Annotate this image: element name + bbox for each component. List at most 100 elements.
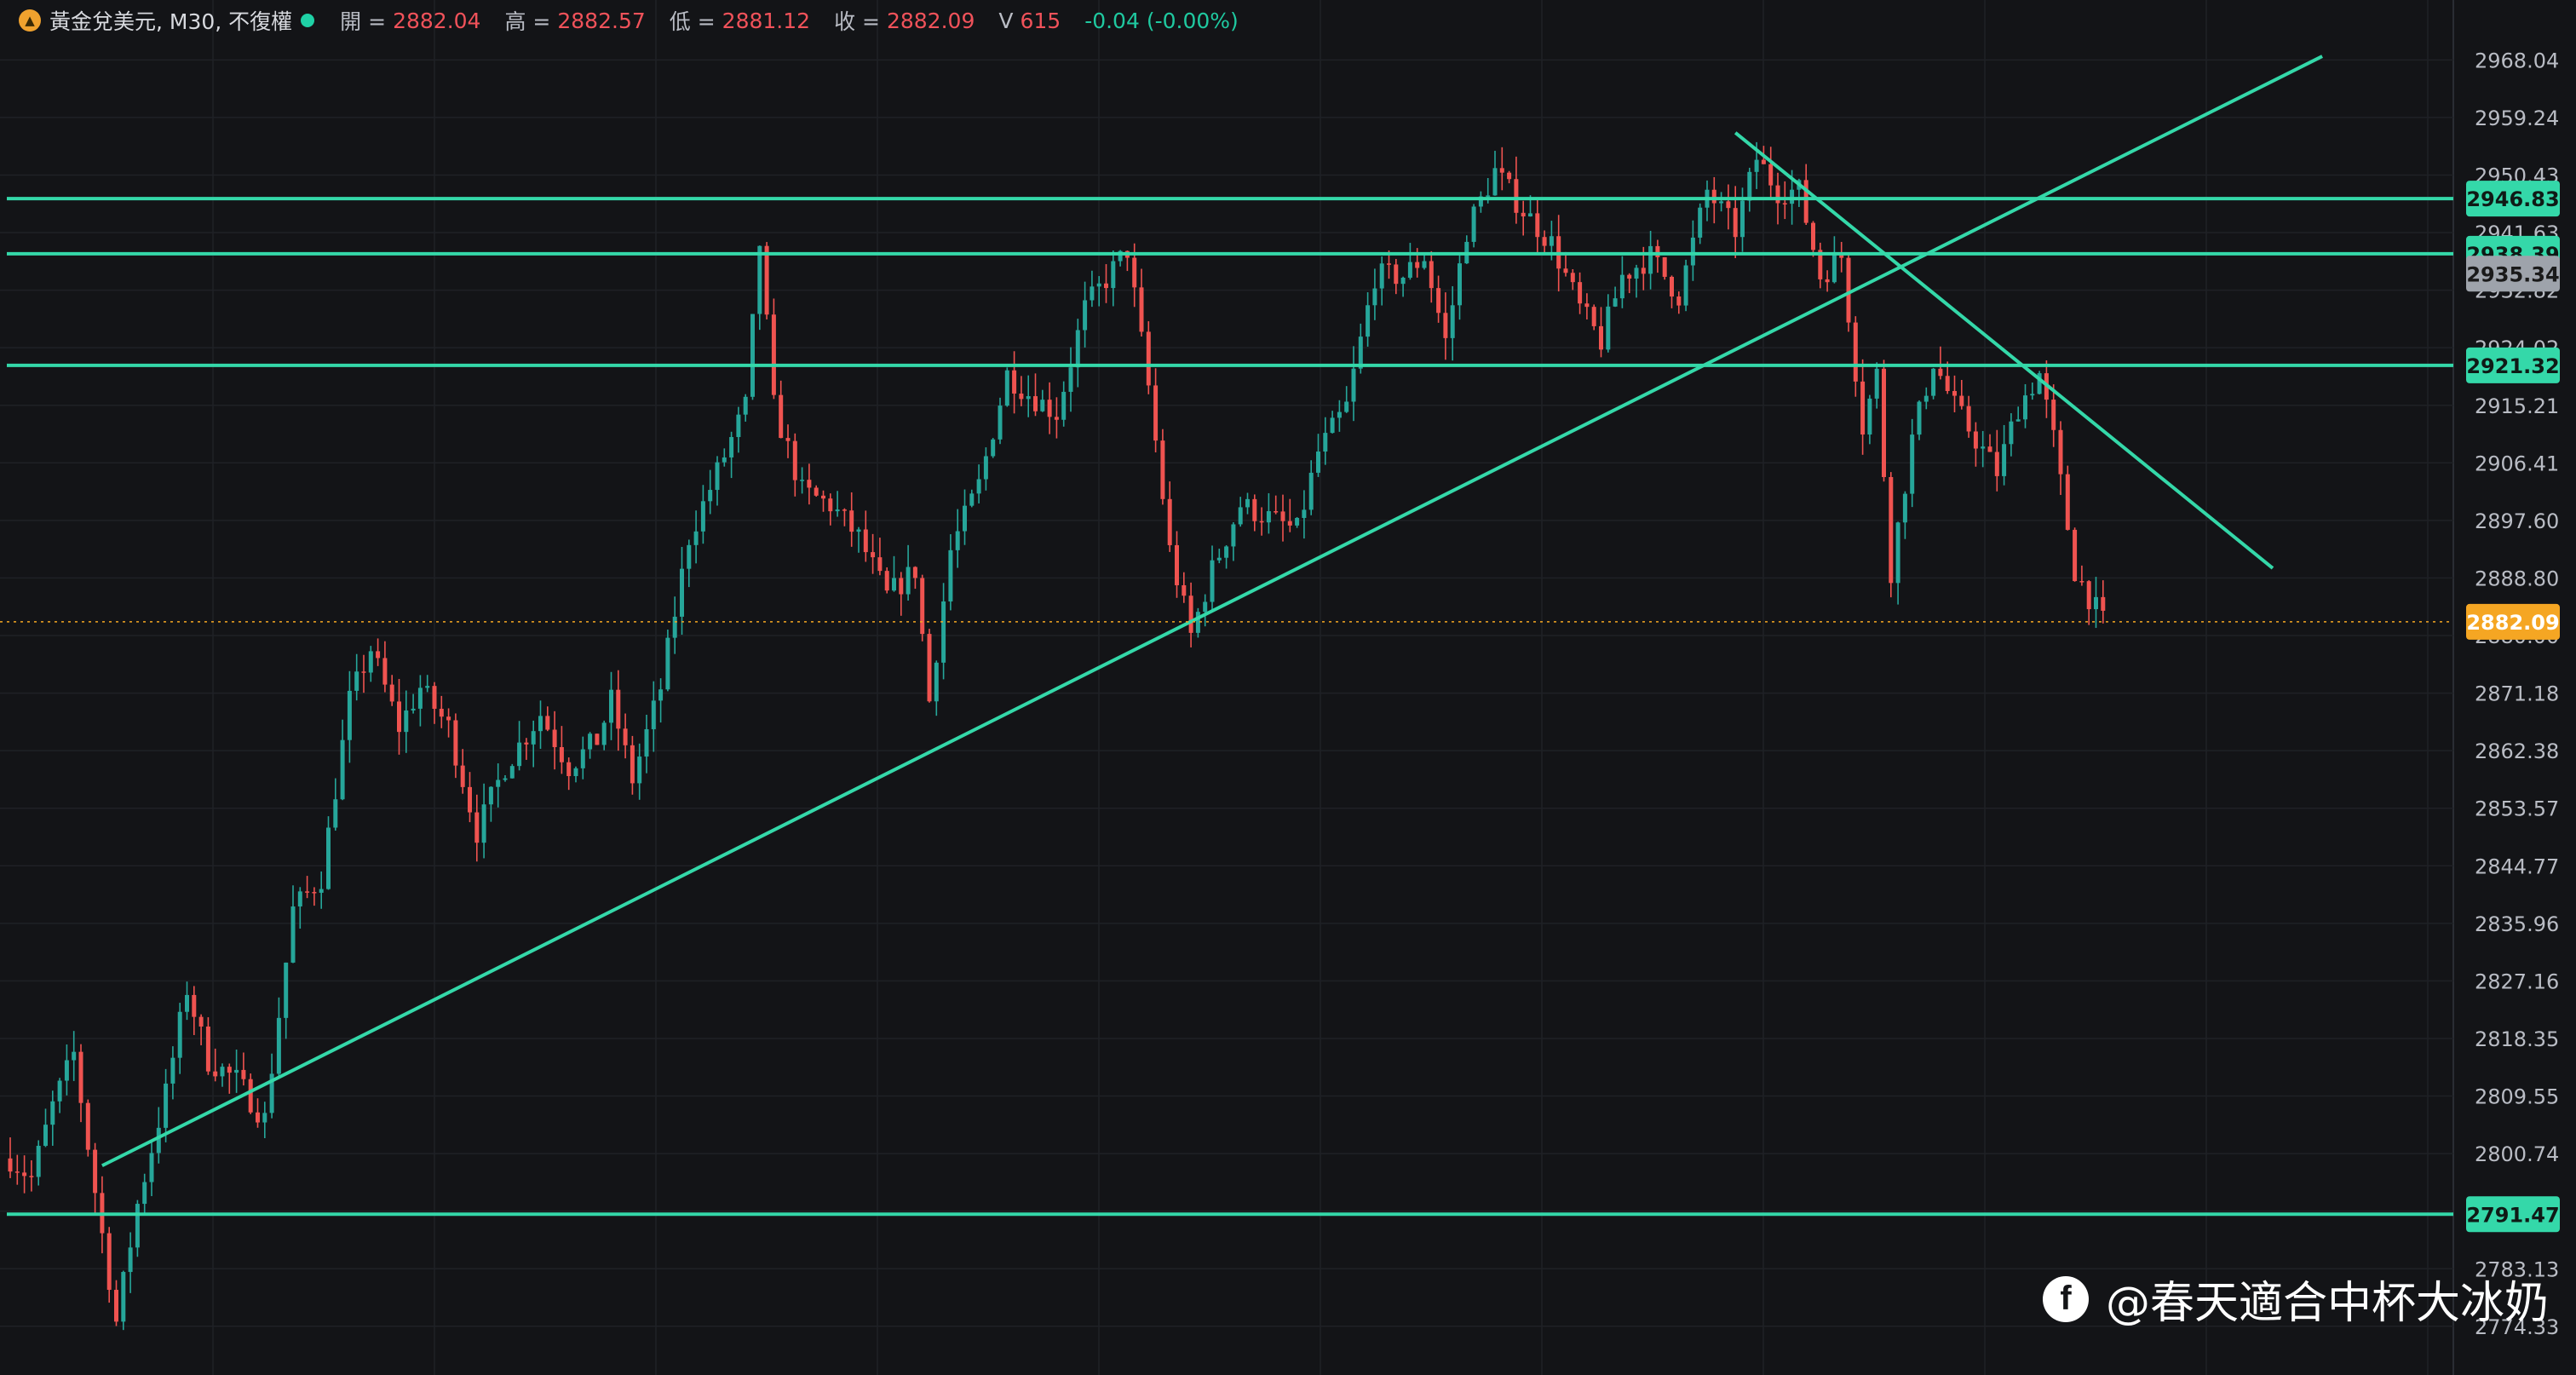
level-tag: 2946.83 [2466,187,2559,211]
open-value: 2882.04 [393,8,481,33]
candle-body [269,1073,274,1113]
candle-body [1040,400,1045,411]
candle-body [1224,546,1229,558]
y-tick-label: 2809.55 [2475,1085,2559,1109]
candle-body [1754,159,1759,172]
candle-body [750,314,755,397]
candle-body [835,509,840,512]
candle-body [871,552,876,558]
candle-body [1549,236,1554,246]
candle-body [588,734,593,750]
candle-body [700,501,705,532]
candle-body [1902,493,1907,523]
candle-body [1535,213,1540,238]
candle-body [2030,394,2035,396]
candle-body [1719,201,1724,204]
candle-body [1450,305,1455,338]
candle-body [941,601,946,663]
symbol-title[interactable]: 黃金兌美元, M30, 不復權 [49,9,293,34]
candle-body [1266,511,1271,523]
y-tick-label: 2915.21 [2475,394,2559,418]
candle-body [1846,257,1851,323]
candle-body [1711,189,1716,204]
candle-body [1570,273,1575,283]
candle-body [955,531,960,550]
candle-body [842,509,847,511]
candle-body [368,651,373,673]
candle-body [1019,393,1024,400]
candle-body [347,690,352,740]
candle-body [1400,277,1406,285]
candle-body [991,439,996,457]
candle-body [906,567,911,595]
candle-body [156,1127,161,1154]
candle-body [2051,400,2056,430]
candle-body [927,634,932,702]
candle-body [481,804,486,843]
watermark-text: @春天適合中杯大冰奶 [2105,1278,2549,1329]
candle-body [376,651,381,659]
candle-body [2101,596,2106,611]
candle-body [1698,207,1703,238]
drawings[interactable] [0,55,2453,1217]
open-label: 開 = [340,9,387,34]
close-value: 2882.09 [886,8,975,33]
candle-body [545,716,550,730]
candle-body [1394,264,1399,285]
candle-body [1634,268,1639,279]
candle-body [1981,446,1986,449]
candle-body [256,1112,260,1123]
candle-body [326,827,331,889]
candle-body [1104,283,1108,289]
candle-body [149,1153,154,1182]
candle-body [121,1272,126,1322]
candle-body [616,689,621,729]
candle-body [969,493,975,506]
last-price-tag: 2882.09 [2466,611,2559,635]
candle-body [856,529,861,532]
candle-body [1210,560,1215,602]
candle-body [1231,524,1236,547]
candle-body [1167,498,1172,545]
candle-body [779,394,784,439]
candle-body [1882,368,1886,477]
candle-body [1910,434,1915,494]
candle-body [22,1172,27,1177]
candle-body [1874,368,1879,399]
candle-body [531,731,536,745]
candle-body [1818,250,1823,279]
candle-body [1012,370,1017,394]
candle-body [1486,195,1491,197]
candle-body [1670,276,1674,297]
price-axis[interactable]: 2968.042959.242950.432941.632932.822924.… [2475,49,2559,1338]
low-label: 低 = [669,9,716,34]
candle-body [715,462,720,491]
candle-body [680,568,684,617]
gold-coin-icon: ▲ [19,9,41,32]
candle-body [1584,303,1590,308]
candle-body [1923,395,1929,402]
trend-line-descending-resistance[interactable] [1734,131,2274,570]
candle-body [1004,370,1009,406]
candle-body [800,480,805,481]
candle-body [1252,498,1257,521]
candle-body [2058,429,2063,475]
candle-body [877,557,883,572]
candle-body [2073,529,2078,582]
candle-body [1492,168,1498,196]
trend-line-ascending-support[interactable] [101,55,2323,1168]
candle-body [1295,517,1300,526]
candle-body [1987,446,1992,452]
candle-body [1578,282,1583,304]
candle-body [2086,581,2091,610]
candle-body [884,571,889,591]
candle-body [1803,180,1808,223]
candle-body [460,765,465,787]
candle-body [601,722,607,745]
candle-body [1867,398,1872,435]
candle-body [1323,433,1328,452]
candle-body [658,689,664,701]
candle-body [284,962,289,1018]
